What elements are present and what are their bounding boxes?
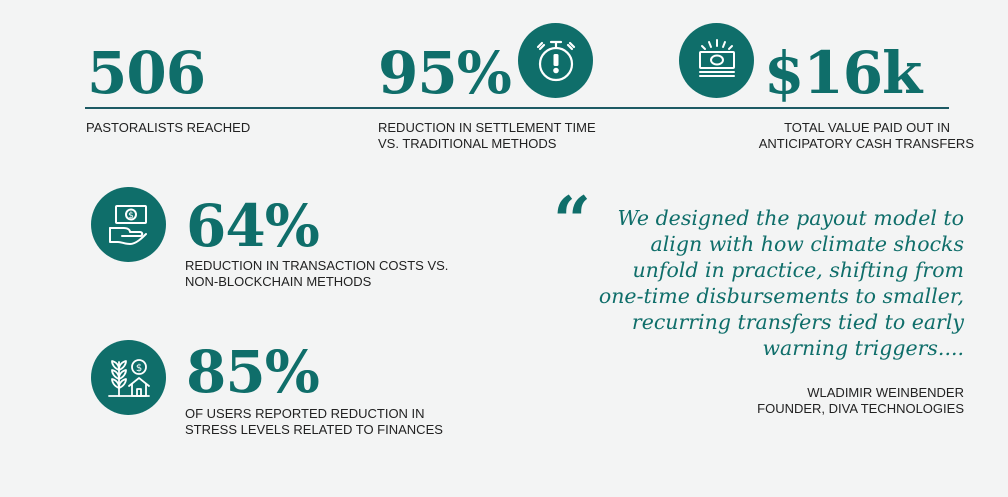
stat-caption-transaction-costs: REDUCTION IN TRANSACTION COSTS VS. NON-B… — [185, 258, 448, 290]
crop-house-money-icon: $ — [107, 358, 150, 397]
testimonial-quote: We designed the payout model to align wi… — [584, 205, 964, 361]
stopwatch-icon — [536, 40, 575, 81]
quote-line: recurring transfers tied to early — [631, 310, 964, 334]
quote-line: We designed the payout model to — [617, 206, 964, 230]
quote-author: WLADIMIR WEINBENDER — [807, 385, 964, 400]
caption-line: REDUCTION IN TRANSACTION COSTS VS. — [185, 258, 449, 273]
stat-value-stress-reduction: 85% — [186, 338, 320, 406]
quote-line: align with how climate shocks — [650, 232, 964, 256]
caption-line: VS. TRADITIONAL METHODS — [378, 136, 557, 151]
quote-line: warning triggers.... — [762, 336, 964, 360]
caption-line: ANTICIPATORY CASH TRANSFERS — [758, 136, 974, 151]
caption-line: STRESS LEVELS RELATED TO FINANCES — [185, 422, 443, 437]
stat-caption-settlement: REDUCTION IN SETTLEMENT TIME VS. TRADITI… — [378, 120, 596, 152]
quote-mark: “ — [553, 182, 591, 260]
quote-line: unfold in practice, shifting from — [632, 258, 964, 282]
crop-house-badge: $ — [91, 340, 166, 415]
caption-line: PASTORALISTS REACHED — [86, 120, 251, 135]
quote-line: one-time disbursements to smaller, — [598, 284, 964, 308]
stat-value-total-paid: $16k — [764, 39, 922, 107]
hand-money-badge: $ — [91, 187, 166, 262]
cash-stack-icon — [698, 38, 735, 77]
stat-value-settlement: 95% — [378, 39, 512, 107]
quote-attribution: WLADIMIR WEINBENDER FOUNDER, DIVA TECHNO… — [757, 385, 964, 417]
quote-author-title: FOUNDER, DIVA TECHNOLOGIES — [757, 401, 964, 416]
stat-caption-total-paid: TOTAL VALUE PAID OUT IN ANTICIPATORY CAS… — [759, 120, 974, 152]
svg-text:$: $ — [135, 363, 141, 374]
stat-value-pastoralists: 506 — [87, 39, 206, 107]
caption-line: NON-BLOCKCHAIN METHODS — [185, 274, 372, 289]
stat-caption-pastoralists: PASTORALISTS REACHED — [86, 120, 250, 136]
caption-line: OF USERS REPORTED REDUCTION IN — [185, 406, 425, 421]
caption-line: TOTAL VALUE PAID OUT IN — [784, 120, 950, 135]
stopwatch-badge — [518, 23, 593, 98]
stat-caption-stress-reduction: OF USERS REPORTED REDUCTION IN STRESS LE… — [185, 406, 443, 438]
cash-stack-badge — [679, 23, 754, 98]
stat-value-transaction-costs: 64% — [186, 192, 320, 260]
divider-rule — [85, 107, 949, 109]
caption-line: REDUCTION IN SETTLEMENT TIME — [378, 120, 596, 135]
svg-text:$: $ — [128, 211, 134, 221]
hand-holding-money-icon: $ — [108, 204, 147, 245]
